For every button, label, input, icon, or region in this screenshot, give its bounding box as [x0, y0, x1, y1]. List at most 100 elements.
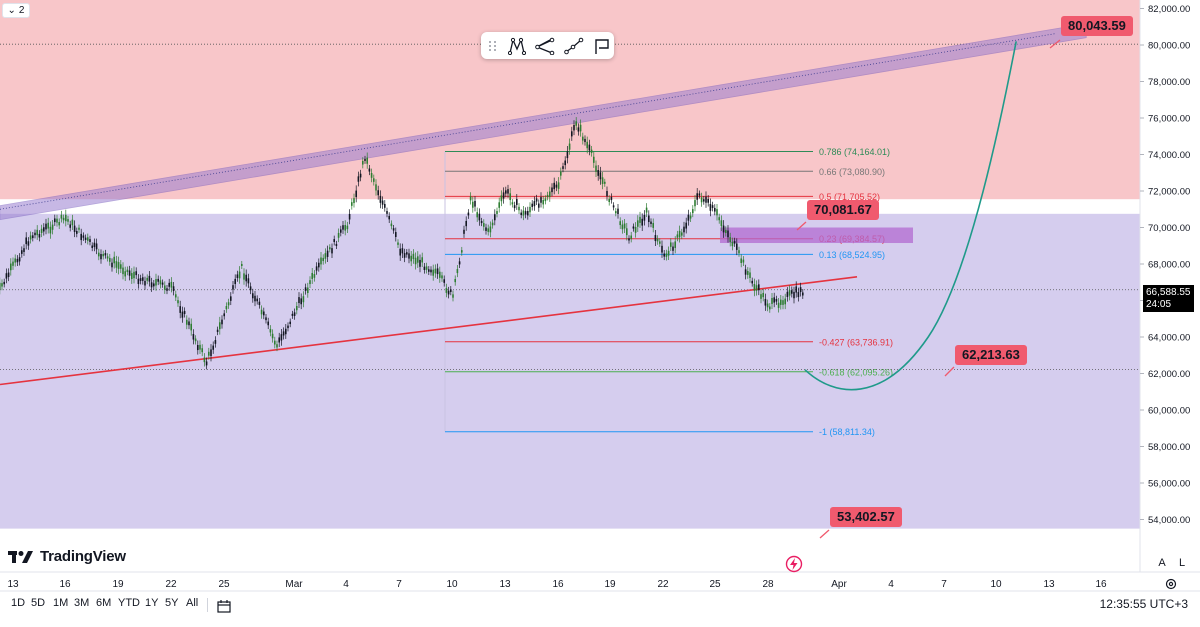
candle-body	[309, 280, 311, 285]
y-axis[interactable]: 82,000.00 80,000.00 78,000.00 76,000.00 74,0…	[1139, 0, 1190, 572]
fib-level-label: -0.618 (62,095.26)	[819, 367, 893, 377]
candle-body	[258, 301, 261, 305]
candle-body	[428, 269, 430, 272]
auto-scale-button[interactable]: A	[1158, 557, 1166, 569]
candle-body	[689, 215, 692, 219]
candle-body	[571, 131, 573, 137]
candle-body	[36, 229, 38, 236]
callout-pointer	[796, 221, 807, 231]
candle-body	[296, 306, 298, 311]
candle-body	[766, 303, 769, 308]
candle-body	[518, 206, 520, 211]
price-level-callout[interactable]: 62,213.63	[955, 345, 1027, 365]
candle-body	[322, 257, 324, 262]
candle-body	[408, 253, 410, 259]
callout-pointer	[819, 529, 830, 539]
x-tick-label: 16	[1095, 579, 1107, 590]
candle-body	[560, 171, 562, 176]
overlays-layer	[796, 39, 1061, 539]
settings-gear-icon[interactable]	[1164, 577, 1178, 591]
candle-body	[203, 357, 206, 363]
period-button[interactable]: 1Y	[145, 597, 159, 609]
candle-body	[34, 232, 36, 236]
date-range-calendar-icon[interactable]	[217, 599, 233, 614]
candle-body	[168, 282, 170, 287]
candle-body	[681, 232, 683, 236]
candle-body	[483, 223, 485, 227]
price-level-callout[interactable]: 70,081.67	[807, 200, 879, 220]
candle-body	[705, 196, 707, 203]
candle-body	[340, 229, 342, 233]
candle-body	[32, 235, 34, 239]
candle-body	[353, 198, 355, 204]
candle-body	[335, 243, 338, 246]
candle-body	[311, 272, 313, 279]
candle-body	[403, 253, 406, 258]
period-button[interactable]: 5D	[31, 597, 46, 609]
candle-body	[784, 298, 786, 305]
path-tool-icon[interactable]	[535, 37, 555, 55]
candle-body	[417, 256, 419, 263]
period-button[interactable]: 6M	[96, 597, 112, 609]
flag-tool-icon[interactable]	[593, 37, 611, 55]
x-tick-label: 13	[499, 579, 511, 590]
x-axis[interactable]: 13 16 19 22 25 Mar 4 7 10 13 16 19 22 25 28 Apr 4 7 10 13 16	[0, 571, 1200, 592]
candle-body	[463, 229, 465, 234]
period-button[interactable]: YTD	[118, 597, 140, 609]
candle-body	[67, 219, 69, 222]
period-button[interactable]: 1M	[53, 597, 69, 609]
candle-body	[320, 257, 322, 265]
tradingview-logo[interactable]: TradingView	[8, 548, 126, 565]
log-scale-button[interactable]: L	[1178, 557, 1186, 569]
drag-handle-icon[interactable]	[487, 38, 499, 54]
candle-body	[1, 283, 3, 287]
price-level-callout[interactable]: 80,043.59	[1061, 16, 1133, 36]
candle-body	[696, 193, 698, 200]
period-button[interactable]: 5Y	[165, 597, 179, 609]
candle-body	[412, 253, 415, 260]
drawing-toolbar[interactable]	[481, 32, 614, 59]
candle-body	[722, 225, 725, 233]
candle-body	[505, 190, 507, 194]
candle-body	[225, 306, 228, 310]
candle-body	[436, 268, 439, 275]
pattern-tool-icon[interactable]	[508, 37, 526, 55]
candle-body	[458, 261, 461, 265]
candle-body	[324, 253, 327, 259]
candle-body	[480, 220, 483, 224]
candle-body	[496, 211, 498, 214]
candle-body	[465, 220, 467, 227]
candle-body	[267, 321, 269, 326]
candle-body	[454, 278, 456, 283]
y-tick-label: 82,000.00	[1148, 4, 1190, 15]
candle-body	[557, 182, 560, 189]
candle-body	[540, 197, 542, 203]
lightning-icon[interactable]	[785, 555, 803, 573]
period-button[interactable]: 1D	[11, 597, 26, 609]
period-button[interactable]: All	[186, 597, 199, 609]
candle-body	[230, 296, 232, 301]
price-level-callout[interactable]: 53,402.57	[830, 507, 902, 527]
candle-body	[188, 321, 190, 326]
candle-body	[634, 227, 637, 233]
candle-body	[467, 212, 470, 216]
candle-body	[192, 334, 195, 340]
candle-body	[161, 282, 164, 285]
candle-body	[494, 214, 496, 221]
candle-body	[256, 298, 258, 302]
zones-layer	[0, 0, 1140, 529]
candle-body	[445, 288, 448, 293]
candle-body	[544, 198, 547, 202]
trend-line-tool-icon[interactable]	[564, 37, 584, 55]
candle-body	[331, 248, 333, 254]
candle-body	[749, 272, 751, 278]
candle-body	[148, 275, 151, 282]
series-toggle-button[interactable]: ⌄ 2	[2, 3, 30, 18]
candle-body	[566, 151, 569, 159]
candle-body	[0, 282, 1, 290]
candle-body	[120, 264, 122, 269]
candle-body	[194, 338, 197, 342]
period-button[interactable]: 3M	[74, 597, 90, 609]
candle-body	[302, 296, 305, 303]
